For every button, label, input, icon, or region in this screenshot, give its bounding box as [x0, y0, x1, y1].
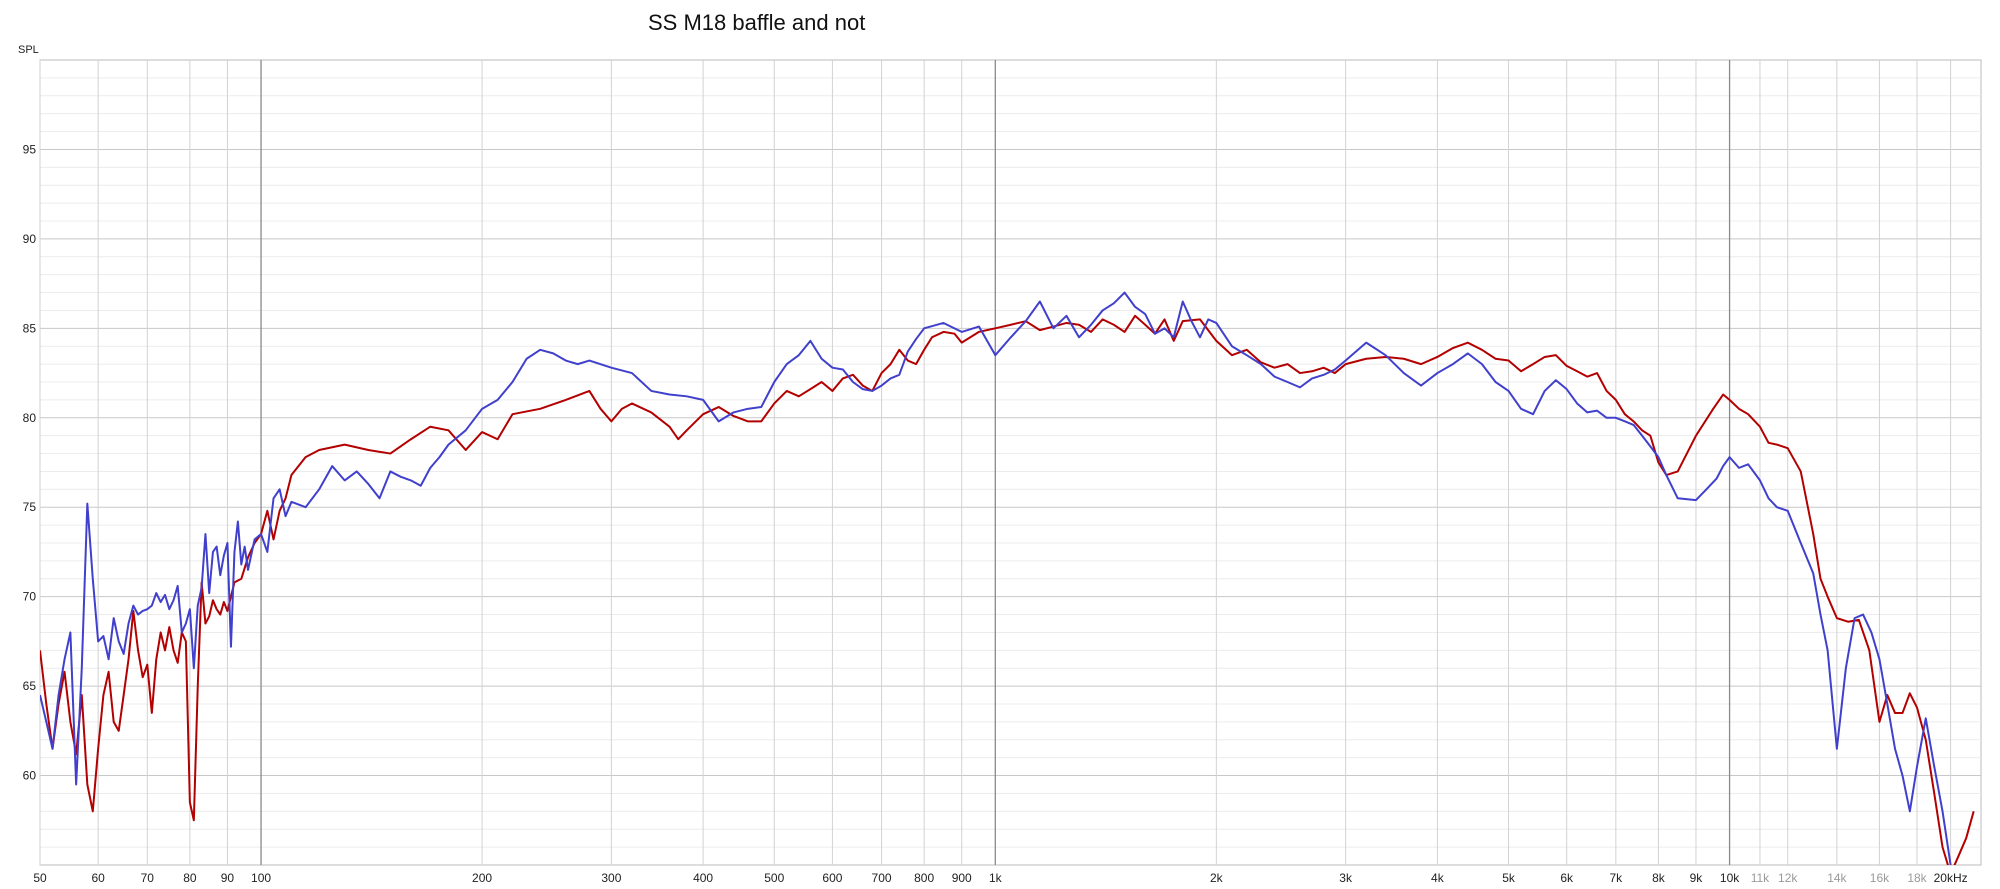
x-tick-label: 3k — [1339, 871, 1353, 885]
x-tick-label: 6k — [1560, 871, 1574, 885]
series-line-1 — [40, 314, 1975, 865]
x-tick-label: 5k — [1502, 871, 1516, 885]
y-tick-label: 60 — [23, 769, 37, 783]
y-tick-label: 70 — [23, 590, 37, 604]
series-line-2 — [40, 291, 1952, 865]
x-tick-label: 50 — [33, 871, 47, 885]
x-tick-label: 12k — [1778, 871, 1798, 885]
x-tick-label: 11k — [1751, 871, 1770, 885]
x-tick-label: 300 — [601, 871, 621, 885]
y-tick-label: 90 — [23, 232, 37, 246]
y-tick-label: 85 — [23, 321, 37, 335]
x-tick-label: 16k — [1870, 871, 1890, 885]
x-tick-label: 100 — [251, 871, 271, 885]
tick-labels: 60 65 70 75 80 85 90 95 50 60 70 80 90 100 200 300 400 50… — [23, 142, 1968, 885]
x-tick-label: 60 — [91, 871, 105, 885]
x-tick-label: 800 — [914, 871, 934, 885]
x-tick-label: 9k — [1690, 871, 1704, 885]
x-tick-label: 500 — [764, 871, 784, 885]
y-axis-label: SPL — [18, 44, 39, 56]
x-tick-label: 10k — [1720, 871, 1740, 885]
y-tick-label: 80 — [23, 411, 37, 425]
x-tick-label: 18k — [1907, 871, 1927, 885]
x-tick-label: 700 — [872, 871, 892, 885]
plot-background — [39, 59, 1982, 866]
x-tick-label: 14k — [1827, 871, 1847, 885]
chart-title: SS M18 baffle and not — [648, 10, 865, 35]
x-tick-label: 8k — [1652, 871, 1666, 885]
x-tick-label: 70 — [141, 871, 155, 885]
y-tick-label: 95 — [23, 142, 37, 156]
x-tick-label: 4k — [1431, 871, 1445, 885]
x-tick-label: 400 — [693, 871, 713, 885]
x-tick-label: 900 — [952, 871, 972, 885]
x-tick-label: 200 — [472, 871, 492, 885]
x-tick-label: 600 — [822, 871, 842, 885]
x-tick-label: 80 — [183, 871, 197, 885]
grid — [39, 60, 1981, 865]
x-tick-label: 20kHz — [1934, 871, 1968, 885]
y-tick-label: 75 — [23, 500, 37, 514]
x-tick-label: 2k — [1210, 871, 1224, 885]
y-tick-label: 65 — [23, 679, 37, 693]
x-tick-label: 7k — [1609, 871, 1623, 885]
series-group — [40, 291, 1975, 865]
x-tick-label: 90 — [221, 871, 235, 885]
x-tick-label: 1k — [989, 871, 1003, 885]
